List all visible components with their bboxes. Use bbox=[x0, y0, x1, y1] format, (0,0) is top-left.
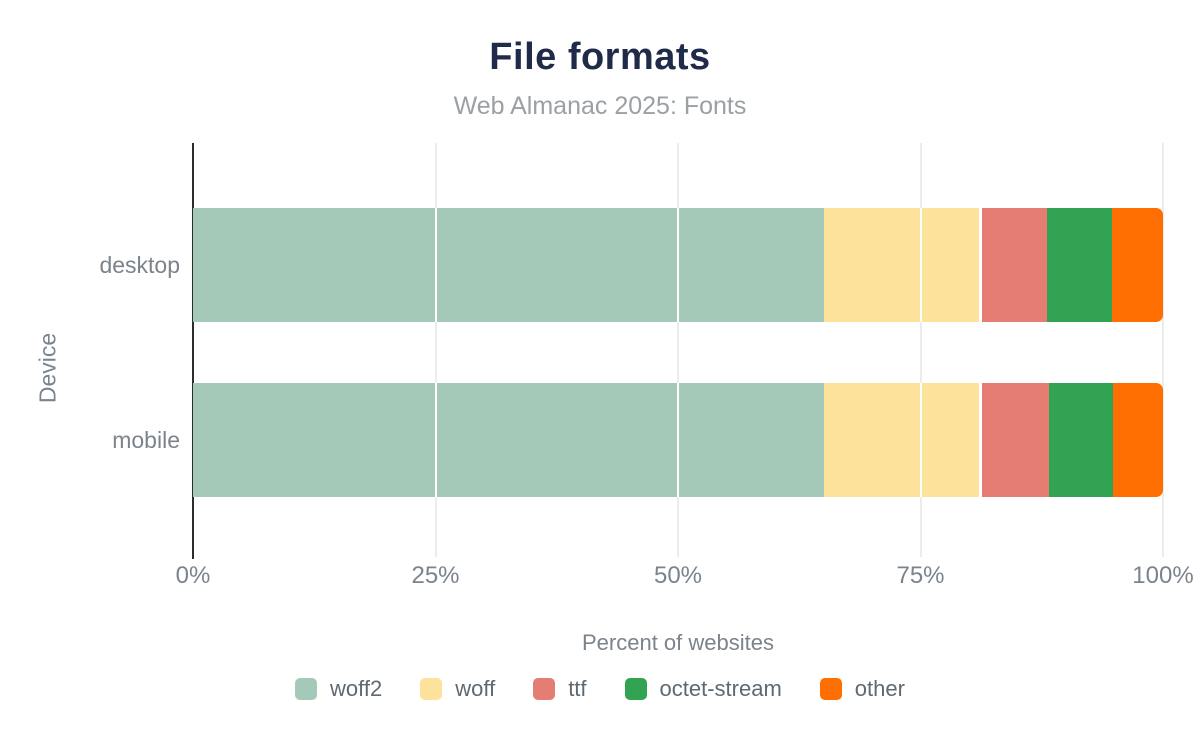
gridline-overlay-25% bbox=[434, 208, 437, 322]
x-tick-25%: 25% bbox=[411, 562, 460, 589]
legend-item-octet-stream: octet-stream bbox=[624, 676, 782, 702]
bar-segment-octet-stream-desktop bbox=[1046, 208, 1112, 322]
bar-segment-other-desktop bbox=[1111, 208, 1163, 322]
gridline-overlay-75% bbox=[919, 208, 922, 322]
segment-separator bbox=[979, 208, 983, 322]
legend-label-woff2: woff2 bbox=[330, 676, 383, 701]
gridline-overlay-25% bbox=[434, 383, 437, 497]
gridline-overlay-75% bbox=[919, 383, 922, 497]
legend-swatch-woff bbox=[420, 678, 443, 700]
plot-area bbox=[192, 143, 1164, 559]
y-axis-title: Device bbox=[34, 332, 61, 404]
category-label-mobile: mobile bbox=[112, 427, 180, 453]
legend-swatch-woff2 bbox=[295, 678, 318, 700]
legend-item-woff2: woff2 bbox=[295, 676, 382, 702]
legend-label-woff: woff bbox=[455, 676, 496, 701]
x-tick-50%: 50% bbox=[653, 562, 703, 589]
x-tick-75%: 75% bbox=[896, 562, 945, 589]
legend: woff2 woff ttf octet-stream other bbox=[0, 676, 1200, 702]
gridline-100% bbox=[1162, 143, 1164, 557]
bar-segment-woff2-desktop bbox=[193, 208, 825, 322]
bar-segment-ttf-mobile bbox=[982, 383, 1049, 497]
chart-title: File formats bbox=[489, 36, 711, 78]
bar-segment-ttf-desktop bbox=[982, 208, 1047, 322]
legend-item-ttf: ttf bbox=[533, 676, 587, 702]
x-tick-100%: 100% bbox=[1132, 562, 1194, 589]
bar-segment-woff-desktop bbox=[824, 208, 980, 322]
legend-label-octet-stream: octet-stream bbox=[659, 676, 782, 701]
legend-swatch-other bbox=[819, 678, 842, 700]
legend-swatch-octet-stream bbox=[624, 678, 647, 700]
gridline-overlay-50% bbox=[677, 208, 679, 322]
bar-mobile bbox=[193, 383, 1163, 497]
gridline-50% bbox=[677, 143, 679, 557]
legend-item-other: other bbox=[819, 676, 905, 702]
legend-item-woff: woff bbox=[420, 676, 495, 702]
bar-segment-octet-stream-mobile bbox=[1048, 383, 1113, 497]
x-tick-0%: 0% bbox=[175, 562, 211, 589]
bar-segment-other-mobile bbox=[1112, 383, 1163, 497]
x-axis-title: Percent of websites bbox=[582, 630, 774, 655]
category-label-desktop: desktop bbox=[99, 252, 180, 278]
bar-desktop bbox=[193, 208, 1163, 322]
y-axis-line bbox=[192, 143, 194, 559]
legend-label-ttf: ttf bbox=[568, 676, 587, 701]
segment-separator bbox=[979, 383, 983, 497]
gridline-overlay-50% bbox=[677, 383, 679, 497]
chart-subtitle: Web Almanac 2025: Fonts bbox=[453, 92, 747, 120]
gridline-75% bbox=[919, 143, 922, 557]
legend-swatch-ttf bbox=[533, 678, 556, 700]
bar-segment-woff2-mobile bbox=[193, 383, 825, 497]
gridline-25% bbox=[434, 143, 437, 557]
legend-label-other: other bbox=[854, 676, 905, 701]
bar-segment-woff-mobile bbox=[824, 383, 980, 497]
